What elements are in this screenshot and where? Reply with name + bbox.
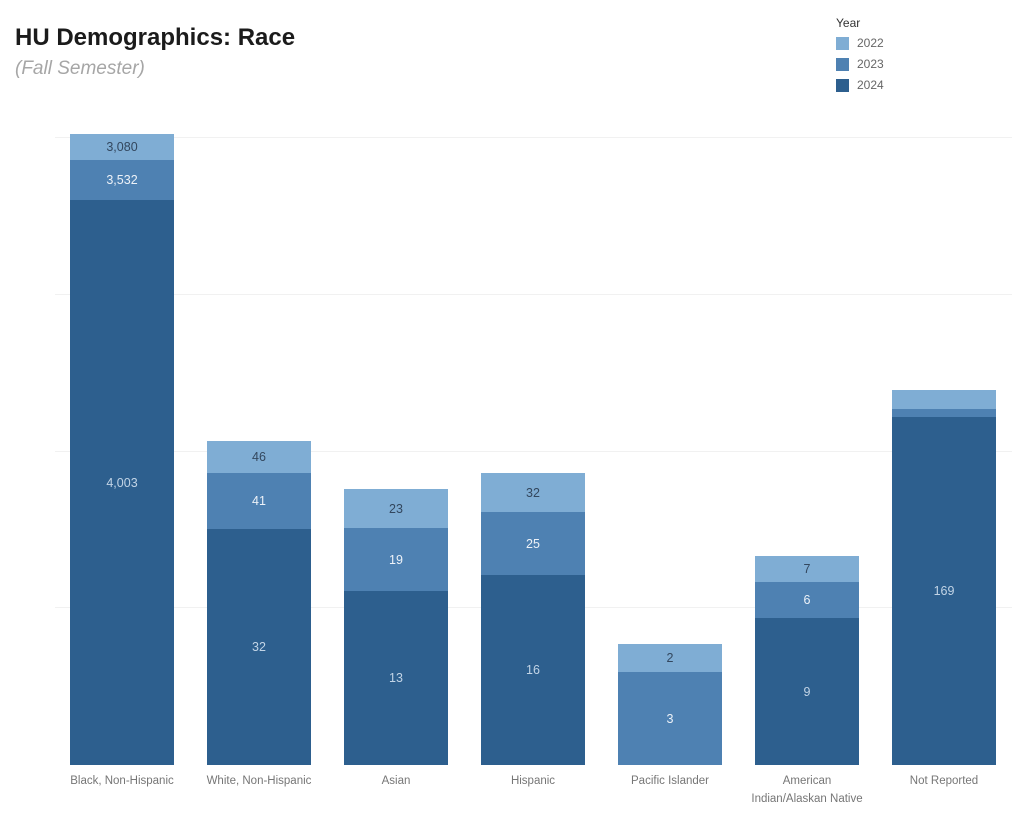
- segment-value-label: 23: [389, 501, 403, 516]
- bar-segment-2023-pacific-islander[interactable]: 3: [618, 672, 722, 765]
- segment-value-label: 13: [389, 671, 403, 685]
- legend-item-2023[interactable]: 2023: [836, 57, 884, 71]
- bar-segment-2023-hispanic[interactable]: 25: [481, 512, 585, 575]
- bar-segment-2023-black-non-hispanic[interactable]: 3,532: [70, 160, 174, 200]
- legend-item-2022[interactable]: 2022: [836, 36, 884, 50]
- segment-value-label: 16: [526, 663, 540, 677]
- x-axis-label-pacific-islander: Pacific Islander: [631, 775, 709, 787]
- bar-not-reported: 169: [892, 390, 996, 765]
- segment-value-label: 19: [389, 552, 403, 567]
- legend: Year 2022 2023 2024: [836, 16, 884, 99]
- bar-segment-2022-not-reported[interactable]: [892, 390, 996, 409]
- segment-value-label: 7: [803, 562, 811, 576]
- segment-value-label: 6: [803, 593, 811, 607]
- gridline: [55, 294, 1012, 295]
- bar-white-non-hispanic: 46 41 32: [207, 441, 311, 765]
- legend-swatch-2023-icon: [836, 57, 849, 71]
- bar-asian: 23 19 13: [344, 489, 448, 765]
- bar-segment-2022-black-non-hispanic[interactable]: 3,080: [70, 134, 174, 160]
- bar-segment-2024-asian[interactable]: 13: [344, 591, 448, 765]
- bar-segment-2024-not-reported[interactable]: 169: [892, 417, 996, 765]
- x-axis-label-asian: Asian: [381, 775, 411, 787]
- legend-title: Year: [836, 16, 861, 30]
- bar-hispanic: 32 25 16: [481, 473, 585, 765]
- legend-swatch-2022-icon: [836, 36, 849, 50]
- gridline: [55, 451, 1012, 452]
- legend-swatch-2024-icon: [836, 78, 849, 92]
- bar-segment-2023-asian[interactable]: 19: [344, 528, 448, 591]
- bar-segment-2024-black-non-hispanic[interactable]: 4,003: [70, 200, 174, 765]
- segment-value-label: 4,003: [106, 475, 138, 490]
- segment-value-label: 32: [526, 485, 540, 500]
- bar-segment-2023-not-reported[interactable]: [892, 409, 996, 417]
- legend-label-2023: 2023: [857, 57, 884, 71]
- bar-segment-2022-pacific-islander[interactable]: 2: [618, 644, 722, 672]
- bar-black-non-hispanic: 3,080 3,532 4,003: [70, 134, 174, 765]
- chart-title: HU Demographics: Race: [15, 24, 296, 51]
- segment-value-label: 46: [252, 450, 266, 464]
- segment-value-label: 32: [252, 640, 266, 654]
- legend-label-2022: 2022: [857, 36, 884, 50]
- bar-segment-2024-white-non-hispanic[interactable]: 32: [207, 529, 311, 765]
- segment-value-label: 9: [803, 684, 811, 699]
- legend-label-2024: 2024: [857, 78, 884, 92]
- chart-subtitle: (Fall Semester): [15, 58, 145, 79]
- bar-segment-2024-american-indian-alaskan-native[interactable]: 9: [755, 618, 859, 765]
- bar-segment-2022-american-indian-alaskan-native[interactable]: 7: [755, 556, 859, 582]
- segment-value-label: 3: [666, 711, 674, 726]
- x-axis-label-black-non-hispanic: Black, Non-Hispanic: [70, 775, 174, 787]
- x-axis-label-not-reported: Not Reported: [909, 775, 979, 787]
- segment-value-label: 25: [526, 536, 540, 551]
- bar-segment-2022-asian[interactable]: 23: [344, 489, 448, 528]
- bar-segment-2023-white-non-hispanic[interactable]: 41: [207, 473, 311, 529]
- legend-item-2024[interactable]: 2024: [836, 78, 884, 92]
- bar-american-indian-alaskan-native: 7 6 9: [755, 556, 859, 765]
- x-axis-label-white-non-hispanic: White, Non-Hispanic: [206, 775, 312, 787]
- bar-segment-2024-hispanic[interactable]: 16: [481, 575, 585, 765]
- segment-value-label: 3,532: [106, 173, 138, 187]
- segment-value-label: 169: [933, 584, 955, 598]
- x-axis-label-american-indian-alaskan-native: American Indian/Alaskan Native: [751, 775, 863, 805]
- bar-segment-2023-american-indian-alaskan-native[interactable]: 6: [755, 582, 859, 618]
- x-axis-label-hispanic: Hispanic: [510, 775, 556, 787]
- segment-value-label: 3,080: [106, 140, 138, 154]
- bar-segment-2022-white-non-hispanic[interactable]: 46: [207, 441, 311, 473]
- bar-segment-2022-hispanic[interactable]: 32: [481, 473, 585, 512]
- gridline: [55, 137, 1012, 138]
- segment-value-label: 2: [666, 651, 674, 665]
- segment-value-label: 41: [252, 494, 266, 508]
